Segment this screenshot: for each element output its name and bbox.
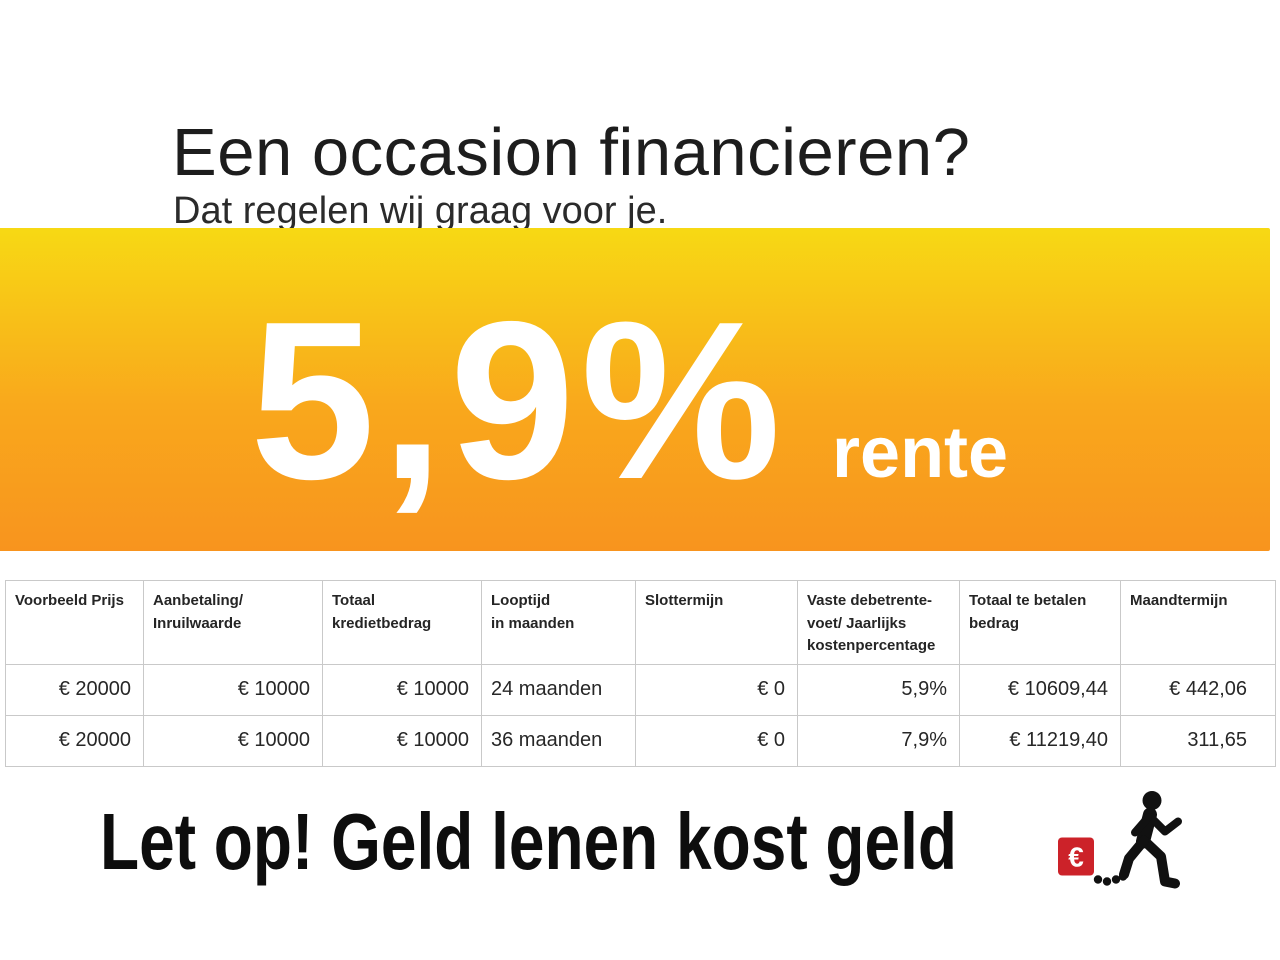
- table-cell: € 20000: [5, 663, 144, 716]
- table-header-row: Voorbeeld Prijs Aanbetaling/ Inruilwaard…: [5, 580, 1276, 665]
- table-cell: € 10000: [322, 714, 482, 767]
- col-header-voorbeeld-prijs: Voorbeeld Prijs: [5, 580, 144, 665]
- table-row: € 20000 € 10000 € 10000 36 maanden € 0 7…: [5, 714, 1276, 767]
- financing-rates-table: Voorbeeld Prijs Aanbetaling/ Inruilwaard…: [5, 580, 1276, 767]
- table-cell: € 10000: [143, 714, 323, 767]
- table-cell: € 20000: [5, 714, 144, 767]
- page-subtitle: Dat regelen wij graag voor je.: [173, 190, 668, 232]
- table-cell: 24 maanden: [481, 663, 636, 716]
- col-header-kredietbedrag: Totaal kredietbedrag: [322, 580, 482, 665]
- interest-rate-label: rente: [832, 413, 1009, 493]
- table-cell: 311,65: [1120, 714, 1276, 767]
- table-row: € 20000 € 10000 € 10000 24 maanden € 0 5…: [5, 663, 1276, 716]
- table-cell: € 11219,40: [959, 714, 1121, 767]
- interest-rate: 5,9%: [250, 274, 787, 526]
- col-header-aanbetaling: Aanbetaling/ Inruilwaarde: [143, 580, 323, 665]
- col-header-maandtermijn: Maandtermijn: [1120, 580, 1276, 665]
- page-title: Een occasion financieren?: [172, 114, 971, 190]
- promo-banner: 5,9% rente: [0, 228, 1270, 551]
- euro-block: €: [1058, 837, 1094, 876]
- col-header-slottermijn: Slottermijn: [635, 580, 798, 665]
- table-cell: 5,9%: [797, 663, 960, 716]
- euro-ball-and-chain-icon: €: [1058, 791, 1182, 889]
- table-cell: € 0: [635, 714, 798, 767]
- table-cell: € 10609,44: [959, 663, 1121, 716]
- col-header-looptijd: Looptijd in maanden: [481, 580, 636, 665]
- table-cell: € 10000: [143, 663, 323, 716]
- table-cell: 7,9%: [797, 714, 960, 767]
- table-cell: 36 maanden: [481, 714, 636, 767]
- table-cell: € 442,06: [1120, 663, 1276, 716]
- col-header-totaal-te-betalen: Totaal te betalen bedrag: [959, 580, 1121, 665]
- col-header-debetrentevoet: Vaste debetrente- voet/ Jaarlijks kosten…: [797, 580, 960, 665]
- table-cell: € 0: [635, 663, 798, 716]
- chain: [1093, 872, 1128, 886]
- credit-warning-text: Let op! Geld lenen kost geld: [100, 797, 957, 886]
- walking-person: [1119, 791, 1182, 889]
- table-cell: € 10000: [322, 663, 482, 716]
- euro-symbol: €: [1068, 842, 1084, 873]
